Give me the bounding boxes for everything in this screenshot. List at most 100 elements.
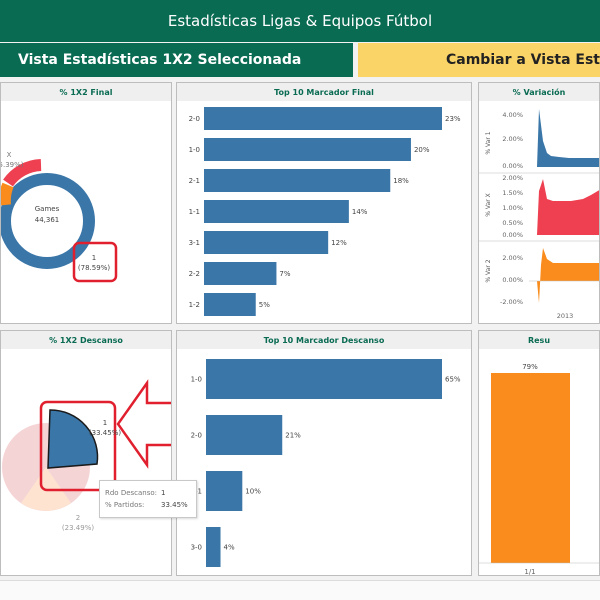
var2-area bbox=[537, 248, 599, 303]
donut-1-label: 1 bbox=[92, 254, 96, 262]
pie-chart-descanso[interactable]: 1 (33.45%) 2 (23.49%) bbox=[1, 331, 172, 576]
donut-slice-1[interactable] bbox=[1, 173, 95, 269]
pie-2-label: 2 bbox=[76, 514, 80, 522]
bar-category-label: 2-0 bbox=[189, 115, 200, 123]
tab-vista-1x2[interactable]: Vista Estadísticas 1X2 Seleccionada bbox=[0, 43, 353, 77]
bar-value-label: 23% bbox=[445, 115, 461, 123]
bar-category-label: 2-2 bbox=[189, 270, 200, 278]
tab-vista-1x2-label: Vista Estadísticas 1X2 Seleccionada bbox=[18, 52, 302, 68]
var1-axis-label: % Var 1 bbox=[485, 131, 492, 154]
bar[interactable] bbox=[204, 169, 391, 192]
bar-value-label: 18% bbox=[393, 177, 409, 185]
bar[interactable] bbox=[204, 200, 349, 223]
bar-value-label: 14% bbox=[352, 208, 368, 216]
bar-value-label: 10% bbox=[245, 488, 261, 496]
bar[interactable] bbox=[206, 415, 283, 455]
varx-tick-1: 1.50% bbox=[502, 189, 523, 197]
dashboard-title: Estadísticas Ligas & Equipos Fútbol bbox=[167, 12, 433, 30]
donut-chart-final[interactable]: Games 44,361 X 5.39%) 1 (78.59%) bbox=[1, 83, 172, 324]
varx-area bbox=[537, 179, 599, 235]
bar-category-label: 3-1 bbox=[189, 239, 200, 247]
bar-value-label: 21% bbox=[285, 432, 301, 440]
bar[interactable] bbox=[204, 293, 256, 316]
panel-resultado[interactable]: Resu 79% 1/1 bbox=[478, 330, 600, 576]
bar-category-label: 1-0 bbox=[191, 376, 202, 384]
donut-x-label: X bbox=[7, 151, 12, 159]
donut-slice-2[interactable] bbox=[1, 182, 14, 206]
pie-slice-1[interactable] bbox=[47, 409, 99, 469]
pie-tooltip: Rdo Descanso: 1 % Partidos: 33.45% bbox=[99, 480, 197, 518]
highlight-arrow bbox=[116, 379, 171, 469]
donut-center-value: 44,361 bbox=[35, 216, 60, 224]
donut-slice-x[interactable] bbox=[3, 159, 42, 187]
bar[interactable] bbox=[206, 359, 442, 399]
panel-title: % Variación bbox=[479, 83, 599, 101]
bar-value-label: 12% bbox=[331, 239, 347, 247]
panel-top10-descanso[interactable]: Top 10 Marcador Descanso 1-0 65% 2-0 21% -1 1… bbox=[176, 330, 472, 576]
bar-value-label: 7% bbox=[279, 270, 290, 278]
dashboard-footer bbox=[0, 580, 600, 600]
bar[interactable] bbox=[206, 471, 243, 511]
tooltip-value: 33.45% bbox=[161, 501, 188, 509]
variation-chart[interactable]: % Var 1 4.00% 2.00% 0.00% % Var X 2.00% … bbox=[479, 83, 600, 324]
bar-category-label: 1-1 bbox=[189, 208, 200, 216]
var1-area bbox=[537, 109, 599, 167]
var2-tick-2: -2.00% bbox=[500, 298, 523, 306]
tooltip-row: % Partidos: 33.45% bbox=[105, 499, 191, 511]
panel-top10-final[interactable]: Top 10 Marcador Final 2-0 23% 1-0 20% 2-1 18%… bbox=[176, 82, 472, 324]
bar-value-label: 20% bbox=[414, 146, 430, 154]
dashboard-header: Estadísticas Ligas & Equipos Fútbol bbox=[0, 0, 600, 42]
bar-category-label: 1-0 bbox=[189, 146, 200, 154]
panel-title: Resu bbox=[479, 331, 599, 349]
varx-tick-0: 2.00% bbox=[502, 174, 523, 182]
varx-tick-4: 0.00% bbox=[502, 231, 523, 239]
bar-value-label: 65% bbox=[445, 376, 461, 384]
tooltip-key: Rdo Descanso: bbox=[105, 489, 158, 497]
result-chart[interactable]: 79% 1/1 bbox=[479, 331, 600, 576]
bar[interactable] bbox=[204, 138, 411, 161]
highlight-box-2 bbox=[39, 400, 117, 492]
panel-1x2-final[interactable]: % 1X2 Final Games 44,361 X 5.39%) 1 (78.… bbox=[0, 82, 172, 324]
bar-category-label: 3-0 bbox=[191, 544, 202, 552]
pie-1-label: 1 bbox=[103, 419, 107, 427]
highlight-box-1 bbox=[72, 241, 118, 283]
var2-tick-0: 2.00% bbox=[502, 254, 523, 262]
pie-2-pct: (23.49%) bbox=[62, 524, 94, 532]
pie-1-pct: (33.45%) bbox=[89, 429, 121, 437]
panel-title: Top 10 Marcador Final bbox=[177, 83, 471, 101]
varx-axis-label: % Var X bbox=[485, 193, 492, 216]
bar[interactable] bbox=[206, 527, 221, 567]
bar-category-label: 2-1 bbox=[189, 177, 200, 185]
bar[interactable] bbox=[204, 231, 329, 254]
tooltip-key: % Partidos: bbox=[105, 501, 145, 509]
var1-tick-0: 4.00% bbox=[502, 111, 523, 119]
varx-tick-3: 0.50% bbox=[502, 219, 523, 227]
bar-value-label: 5% bbox=[259, 301, 270, 309]
bar[interactable] bbox=[204, 107, 442, 130]
tab-cambiar-vista[interactable]: Cambiar a Vista Estadís bbox=[358, 43, 600, 77]
panel-1x2-descanso[interactable]: % 1X2 Descanso 1 (33.45%) 2 (23.49%) bbox=[0, 330, 172, 576]
varx-tick-2: 1.00% bbox=[502, 204, 523, 212]
panel-title: Top 10 Marcador Descanso bbox=[177, 331, 471, 349]
tooltip-row: Rdo Descanso: 1 bbox=[105, 487, 191, 499]
result-bar[interactable] bbox=[491, 373, 570, 563]
panel-variacion[interactable]: % Variación % Var 1 4.00% 2.00% 0.00% % … bbox=[478, 82, 600, 324]
bar-chart-top10-descanso[interactable]: 1-0 65% 2-0 21% -1 10% 3-0 4% bbox=[177, 331, 472, 576]
panel-title: % 1X2 Descanso bbox=[1, 331, 171, 349]
bar[interactable] bbox=[204, 262, 277, 285]
tooltip-value: 1 bbox=[161, 489, 166, 497]
bar-category-label: 2-0 bbox=[191, 432, 202, 440]
bar-chart-top10-final[interactable]: 2-0 23% 1-0 20% 2-1 18% 1-1 14% 3-1 12% 2-2 7% 1-2 5% bbox=[177, 83, 472, 324]
var2-tick-1: 0.00% bbox=[502, 276, 523, 284]
bar-value-label: 4% bbox=[224, 544, 235, 552]
result-value-label: 79% bbox=[522, 363, 538, 371]
tab-cambiar-vista-label: Cambiar a Vista Estadís bbox=[446, 52, 600, 68]
donut-x-pct: 5.39%) bbox=[1, 161, 24, 169]
panel-title: % 1X2 Final bbox=[1, 83, 171, 101]
donut-1-pct: (78.59%) bbox=[78, 264, 110, 272]
result-x-label: 1/1 bbox=[524, 568, 535, 576]
bar-category-label: -1 bbox=[195, 488, 202, 496]
variation-x-tick: 2013 bbox=[557, 312, 574, 320]
var1-tick-1: 2.00% bbox=[502, 135, 523, 143]
var2-axis-label: % Var 2 bbox=[485, 259, 492, 282]
